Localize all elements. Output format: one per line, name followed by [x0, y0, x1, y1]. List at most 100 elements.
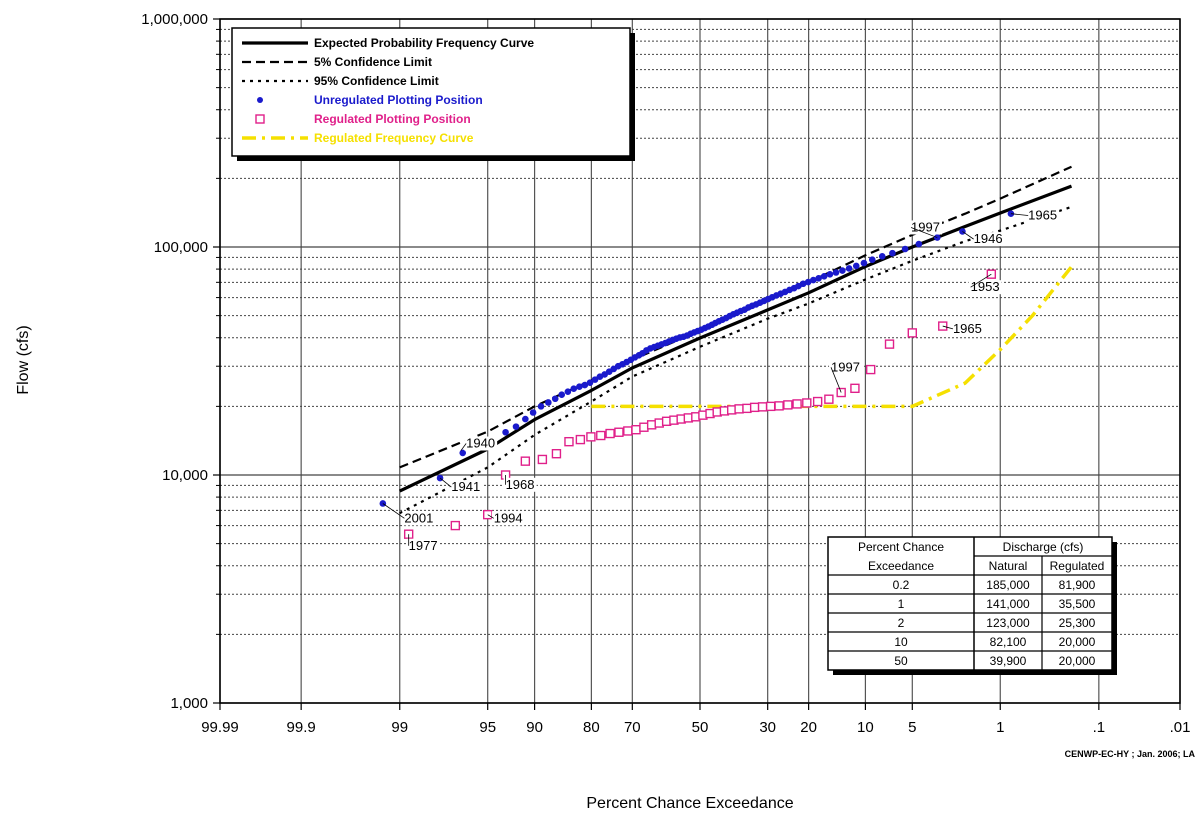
legend-entry: 95% Confidence Limit [242, 74, 439, 88]
unregulated-point [522, 415, 529, 423]
regulated-point [802, 398, 812, 408]
year-annotation: 1940 [460, 436, 498, 451]
y-tick-label: 100,000 [154, 239, 208, 256]
annotation-leader [910, 227, 938, 238]
series-line-dash-dot [591, 265, 1073, 409]
unregulated-point [529, 409, 537, 416]
x-tick-label: .01 [1170, 719, 1191, 736]
unregulated-point [512, 423, 520, 430]
annotation-bg [503, 477, 537, 492]
legend-label: 5% Confidence Limit [314, 55, 432, 69]
unregulated-point [570, 385, 578, 393]
annotation-bg [491, 511, 525, 526]
x-tick-label: .1 [1093, 719, 1106, 736]
axes: 99.99 99.9 99 95 90 80 70 50 30 20 10 5 1 .1 .01 1,000 1… [141, 11, 1190, 736]
unregulated-point [878, 253, 886, 260]
legend-box [231, 27, 631, 157]
unregulated-point [915, 240, 923, 248]
regulated-point [646, 420, 657, 430]
unregulated-point [839, 267, 846, 274]
table-cell-regulated: 35,500 [1059, 597, 1096, 611]
series-line-dashed [399, 165, 1072, 469]
annotation-label: 1994 [494, 510, 523, 525]
annotation-bg [464, 436, 498, 451]
legend-label: 95% Confidence Limit [314, 74, 439, 88]
annotation-label: 1997 [911, 219, 940, 234]
regulated-point [757, 402, 768, 412]
annotation-label: 1953 [971, 279, 1000, 294]
year-annotation: 1953 [968, 273, 1002, 295]
x-tick-label: 99.99 [201, 719, 239, 736]
regulated-point [749, 402, 760, 413]
legend-label: Regulated Plotting Position [314, 112, 471, 126]
credit-line: CENWP-EC-HY ; Jan. 2006; LA [1065, 749, 1196, 759]
year-annotation: 1994 [487, 510, 525, 526]
annotation-label: 2001 [404, 510, 433, 525]
x-tick-label: 1 [996, 719, 1004, 736]
annotation-label: 1965 [1028, 208, 1057, 223]
legend-swatch-square [255, 114, 265, 124]
annotation-leader [962, 231, 974, 240]
legend-entry: 5% Confidence Limit [242, 55, 432, 69]
unregulated-point [815, 274, 822, 282]
x-axis-label: Percent Chance Exceedance [586, 795, 793, 812]
unregulated-point [459, 449, 467, 457]
legend-entry: Expected Probability Frequency Curve [242, 36, 534, 50]
legend-label: Expected Probability Frequency Curve [314, 36, 534, 50]
regulated-point [734, 404, 744, 414]
unregulated-point [558, 391, 566, 399]
annotation-leader [460, 443, 467, 451]
table-cell-natural: 82,100 [990, 635, 1027, 649]
annotation-label: 1946 [974, 231, 1003, 246]
annotation-label: 1940 [466, 436, 495, 451]
table-cell-percent: 1 [898, 597, 905, 611]
legend-swatch-circle [257, 97, 263, 103]
unregulated-point [826, 271, 834, 278]
regulated-point [884, 339, 895, 349]
year-annotation: 1977 [406, 534, 440, 553]
table-cell-natural: 39,900 [990, 654, 1027, 668]
annotation-leader [1010, 213, 1029, 216]
legend-label: Unregulated Plotting Position [314, 93, 483, 107]
discharge-table: Percent Chance Exceedance Discharge (cfs) N… [827, 536, 1117, 675]
table-cell-percent: 0.2 [893, 578, 910, 592]
table-cell-natural: 141,000 [986, 597, 1030, 611]
annotation-bg [829, 360, 863, 375]
regulated-point [537, 454, 548, 465]
table-subheader-regulated: Regulated [1050, 559, 1105, 573]
table-cell-natural: 185,000 [986, 578, 1030, 592]
regulated-point [865, 364, 876, 375]
x-tick-label: 80 [583, 719, 600, 736]
regulated-point [774, 401, 784, 411]
table-cell-natural: 123,000 [986, 616, 1030, 630]
unregulated-point [845, 265, 853, 272]
unregulated-point [564, 388, 572, 395]
annotation-label: 1997 [831, 359, 860, 374]
unregulated-point [820, 272, 828, 280]
unregulated-point [868, 256, 876, 263]
annotation-bg [950, 321, 984, 336]
y-tick-label: 1,000,000 [141, 11, 208, 28]
year-annotation: 1968 [503, 475, 537, 492]
table-cell-percent: 50 [894, 654, 908, 668]
annotation-bg [1026, 208, 1060, 223]
table-cell-percent: 10 [894, 635, 908, 649]
year-annotation: 1997 [909, 219, 943, 238]
x-tick-label: 30 [759, 719, 776, 736]
annotation-label: 1968 [506, 477, 535, 492]
annotation-bg [406, 538, 440, 553]
year-annotation: 2001 [382, 503, 436, 526]
regulated-point [596, 430, 606, 441]
annotation-leader [439, 477, 452, 488]
regulated-point [483, 509, 493, 520]
y-tick-label: 10,000 [162, 467, 208, 484]
regulated-point [586, 432, 596, 442]
x-tick-label: 10 [857, 719, 874, 736]
regulated-point [639, 422, 649, 432]
point-annotations: 1940 1941 1968 2001 1994 1977 1997 1965 1953 1997… [382, 208, 1060, 553]
legend-label: Regulated Frequency Curve [314, 131, 474, 145]
legend-entry: Regulated Plotting Position [255, 112, 471, 126]
table-header-discharge: Discharge (cfs) [1003, 540, 1084, 554]
regulated-point [450, 520, 461, 531]
